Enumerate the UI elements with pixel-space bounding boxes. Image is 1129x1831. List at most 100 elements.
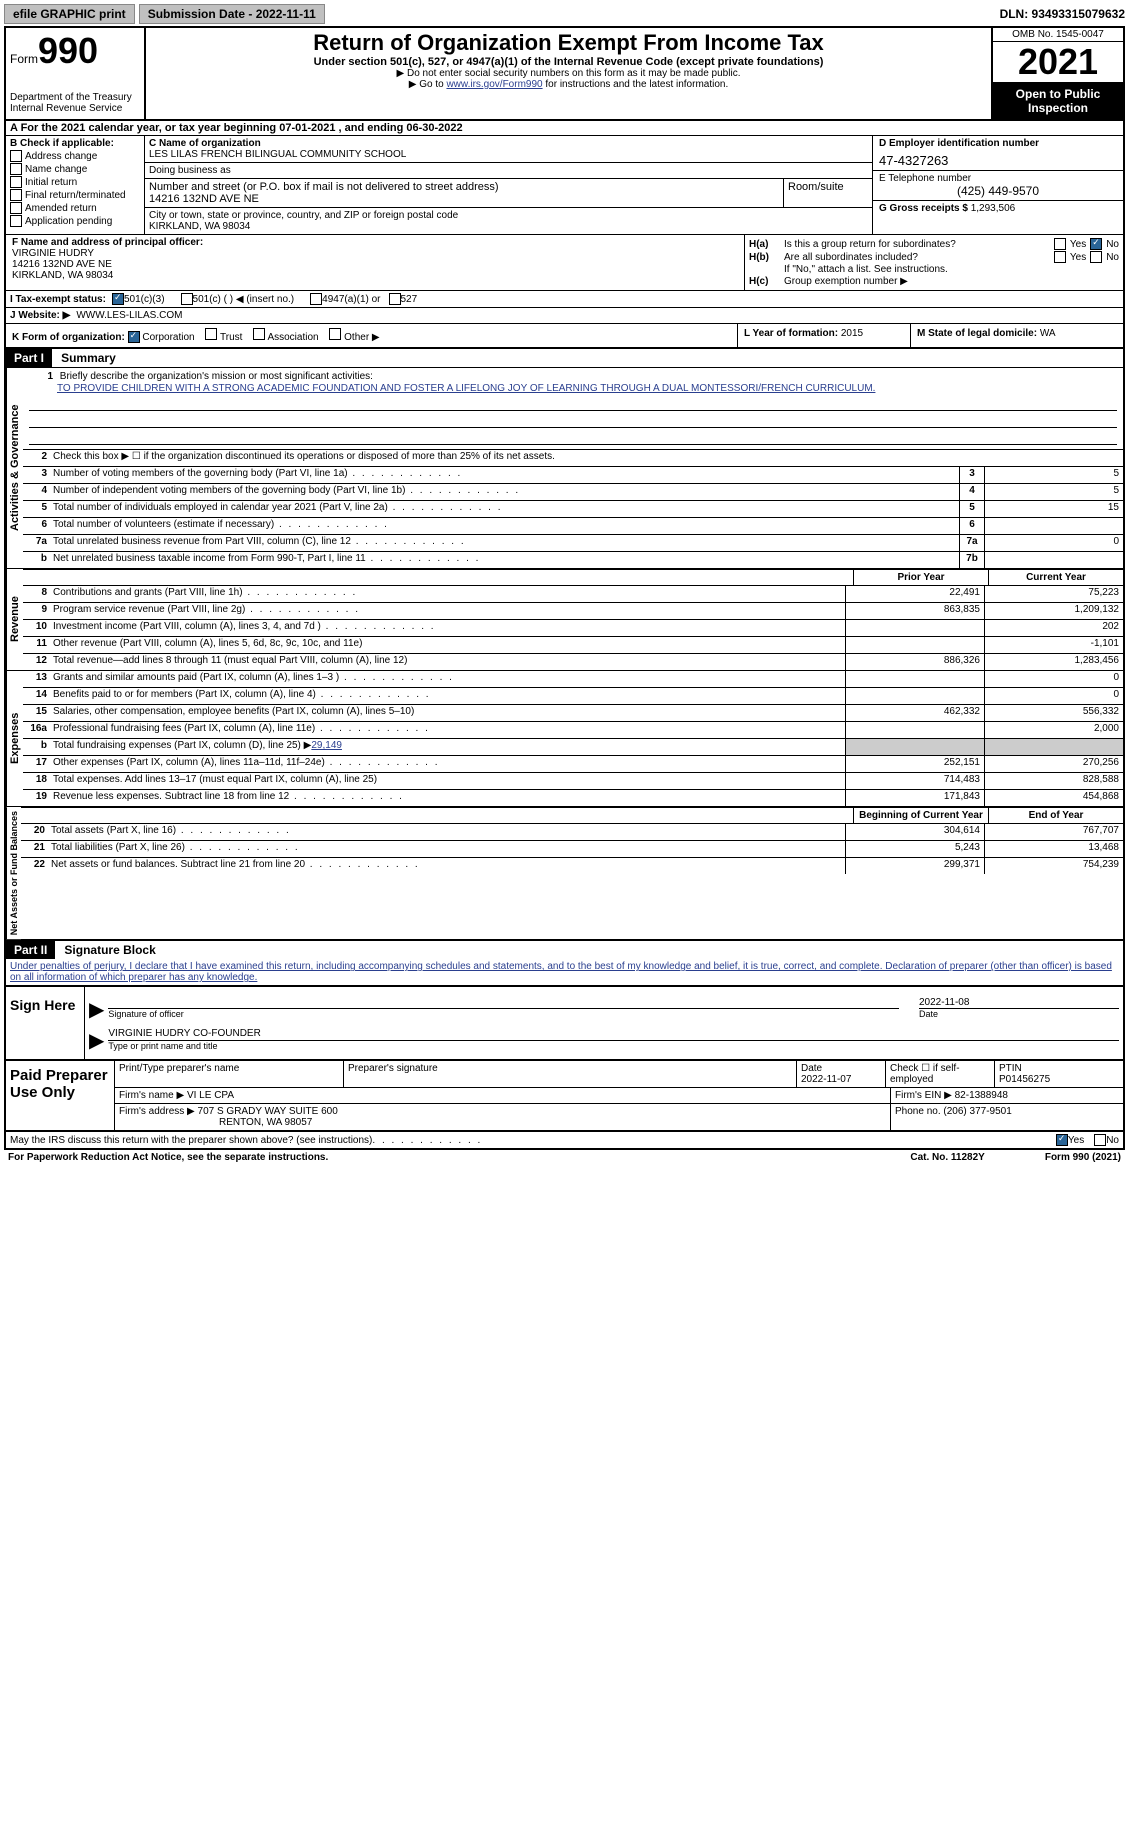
ein-label: D Employer identification number bbox=[879, 138, 1117, 149]
c15: 556,332 bbox=[984, 705, 1123, 721]
e19-text: Revenue less expenses. Subtract line 18 … bbox=[51, 790, 845, 806]
j-label: J Website: ▶ bbox=[10, 310, 70, 321]
hb-note: If "No," attach a list. See instructions… bbox=[784, 264, 1119, 275]
submission-date-button[interactable]: Submission Date - 2022-11-11 bbox=[139, 4, 325, 24]
q4-text: Number of independent voting members of … bbox=[51, 484, 959, 500]
form-number: 990 bbox=[38, 30, 98, 71]
n22-text: Net assets or fund balances. Subtract li… bbox=[49, 858, 845, 874]
p16a bbox=[845, 722, 984, 738]
sig-date-caption: Date bbox=[919, 1009, 1119, 1019]
website-value: WWW.LES-LILAS.COM bbox=[76, 310, 182, 321]
chk-4947[interactable] bbox=[310, 293, 322, 305]
chk-other[interactable] bbox=[329, 328, 341, 340]
officer-label: F Name and address of principal officer: bbox=[12, 237, 738, 248]
e13-text: Grants and similar amounts paid (Part IX… bbox=[51, 671, 845, 687]
chk-corporation[interactable] bbox=[128, 331, 140, 343]
chk-initial-return[interactable] bbox=[10, 176, 22, 188]
prep-date-value: 2022-11-07 bbox=[801, 1074, 881, 1085]
firm-addr1: 707 S GRADY WAY SUITE 600 bbox=[198, 1106, 338, 1117]
ssn-note: Do not enter social security numbers on … bbox=[152, 68, 985, 79]
gross-receipts-label: G Gross receipts $ bbox=[879, 203, 968, 214]
chk-address-change[interactable] bbox=[10, 150, 22, 162]
form-990-container: Form990 Department of the Treasury Inter… bbox=[4, 26, 1125, 1150]
part1-header: Part I bbox=[6, 349, 52, 367]
vtab-activities: Activities & Governance bbox=[6, 368, 23, 568]
chk-501c3[interactable] bbox=[112, 293, 124, 305]
sig-arrow-icon-2: ▶ bbox=[89, 1028, 104, 1053]
chk-final-return[interactable] bbox=[10, 189, 22, 201]
r10-text: Investment income (Part VIII, column (A)… bbox=[51, 620, 845, 636]
part2-header: Part II bbox=[6, 941, 55, 959]
e18-text: Total expenses. Add lines 13–17 (must eq… bbox=[51, 773, 845, 789]
dba-label: Doing business as bbox=[149, 165, 868, 176]
cat-no: Cat. No. 11282Y bbox=[910, 1152, 984, 1163]
r9-text: Program service revenue (Part VIII, line… bbox=[51, 603, 845, 619]
chk-527[interactable] bbox=[389, 293, 401, 305]
r8-text: Contributions and grants (Part VIII, lin… bbox=[51, 586, 845, 602]
ptin-value: P01456275 bbox=[999, 1074, 1119, 1085]
prior-year-hdr: Prior Year bbox=[853, 570, 988, 585]
c17: 270,256 bbox=[984, 756, 1123, 772]
firm-ein: 82-1388948 bbox=[955, 1090, 1008, 1101]
b20: 304,614 bbox=[845, 824, 984, 840]
pra-notice: For Paperwork Reduction Act Notice, see … bbox=[8, 1152, 328, 1163]
v7b bbox=[984, 552, 1123, 568]
city-label: City or town, state or province, country… bbox=[149, 210, 868, 221]
org-name: LES LILAS FRENCH BILINGUAL COMMUNITY SCH… bbox=[149, 149, 868, 160]
p18: 714,483 bbox=[845, 773, 984, 789]
chk-association[interactable] bbox=[253, 328, 265, 340]
discuss-yes[interactable] bbox=[1056, 1134, 1068, 1146]
b21: 5,243 bbox=[845, 841, 984, 857]
p16b bbox=[845, 739, 984, 755]
sig-officer-caption: Signature of officer bbox=[108, 1009, 899, 1019]
officer-signature-field[interactable] bbox=[108, 997, 899, 1009]
dept-treasury: Department of the Treasury bbox=[10, 92, 140, 103]
efile-print-button[interactable]: efile GRAPHIC print bbox=[4, 4, 135, 24]
chk-501c[interactable] bbox=[181, 293, 193, 305]
street-value: 14216 132ND AVE NE bbox=[149, 193, 779, 205]
e17-text: Other expenses (Part IX, column (A), lin… bbox=[51, 756, 845, 772]
gross-receipts-value: 1,293,506 bbox=[971, 203, 1016, 214]
sig-declaration: Under penalties of perjury, I declare th… bbox=[6, 959, 1123, 985]
current-year-hdr: Current Year bbox=[988, 570, 1123, 585]
officer-addr1: 14216 132ND AVE NE bbox=[12, 259, 738, 270]
mission-text: TO PROVIDE CHILDREN WITH A STRONG ACADEM… bbox=[57, 383, 875, 394]
e22: 754,239 bbox=[984, 858, 1123, 874]
ptin-label: PTIN bbox=[999, 1063, 1119, 1074]
e16a-text: Professional fundraising fees (Part IX, … bbox=[51, 722, 845, 738]
n21-text: Total liabilities (Part X, line 26) bbox=[49, 841, 845, 857]
chk-application-pending[interactable] bbox=[10, 215, 22, 227]
city-value: KIRKLAND, WA 98034 bbox=[149, 221, 868, 232]
e21: 13,468 bbox=[984, 841, 1123, 857]
ha-no[interactable] bbox=[1090, 238, 1102, 250]
officer-name-title: VIRGINIE HUDRY CO-FOUNDER bbox=[108, 1028, 1119, 1041]
prep-name-label: Print/Type preparer's name bbox=[119, 1063, 339, 1074]
phone-label: E Telephone number bbox=[879, 173, 1117, 184]
form990-link[interactable]: www.irs.gov/Form990 bbox=[446, 79, 542, 90]
dln-text: DLN: 93493315079632 bbox=[1000, 7, 1125, 21]
chk-trust[interactable] bbox=[205, 328, 217, 340]
irs-label: Internal Revenue Service bbox=[10, 103, 140, 114]
vtab-expenses: Expenses bbox=[6, 671, 23, 806]
q5-text: Total number of individuals employed in … bbox=[51, 501, 959, 517]
prep-sig-label: Preparer's signature bbox=[348, 1063, 792, 1074]
firm-name: VI LE CPA bbox=[187, 1090, 234, 1101]
room-label: Room/suite bbox=[788, 181, 868, 193]
sign-here-label: Sign Here bbox=[6, 987, 85, 1059]
form-990-footer: Form 990 (2021) bbox=[1045, 1152, 1121, 1163]
goto-note: Go to www.irs.gov/Form990 for instructio… bbox=[152, 79, 985, 90]
hb-yes[interactable] bbox=[1054, 251, 1066, 263]
c13: 0 bbox=[984, 671, 1123, 687]
officer-addr2: KIRKLAND, WA 98034 bbox=[12, 270, 738, 281]
v7a: 0 bbox=[984, 535, 1123, 551]
hb-no[interactable] bbox=[1090, 251, 1102, 263]
chk-name-change[interactable] bbox=[10, 163, 22, 175]
ha-yes[interactable] bbox=[1054, 238, 1066, 250]
c12: 1,283,456 bbox=[984, 654, 1123, 670]
q6-text: Total number of volunteers (estimate if … bbox=[51, 518, 959, 534]
c19: 454,868 bbox=[984, 790, 1123, 806]
discuss-no[interactable] bbox=[1094, 1134, 1106, 1146]
vtab-revenue: Revenue bbox=[6, 569, 23, 670]
c18: 828,588 bbox=[984, 773, 1123, 789]
chk-amended-return[interactable] bbox=[10, 202, 22, 214]
